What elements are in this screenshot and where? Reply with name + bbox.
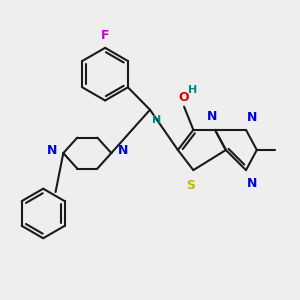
Text: N: N	[247, 177, 257, 190]
Text: H: H	[188, 85, 197, 95]
Text: N: N	[247, 111, 257, 124]
Text: N: N	[118, 143, 128, 157]
Text: F: F	[101, 29, 110, 42]
Text: N: N	[47, 143, 58, 157]
Text: O: O	[179, 91, 189, 103]
Text: S: S	[186, 179, 195, 192]
Text: N: N	[207, 110, 218, 123]
Text: H: H	[152, 115, 161, 125]
